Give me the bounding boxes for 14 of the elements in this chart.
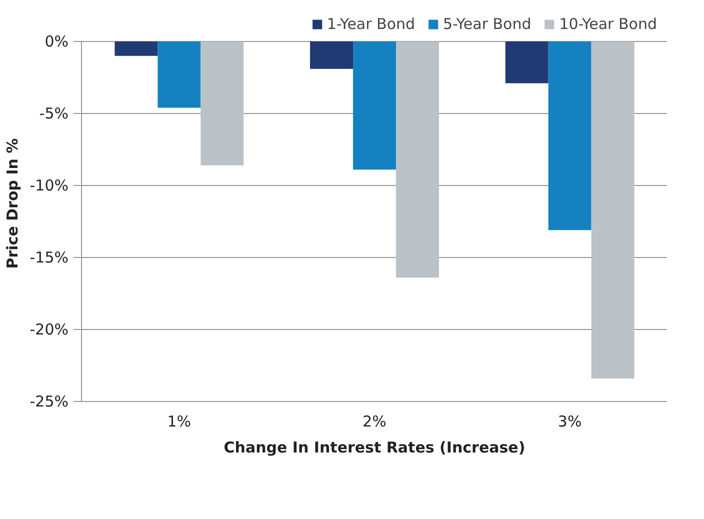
x-axis-title: Change In Interest Rates (Increase) <box>224 438 526 456</box>
y-tick-label: -5% <box>39 104 69 122</box>
y-axis-title: Price Drop In % <box>4 138 22 269</box>
x-tick-label: 2% <box>362 412 386 430</box>
y-tick-label: -25% <box>30 392 69 410</box>
legend-label: 10-Year Bond <box>559 15 657 33</box>
x-tick-label: 1% <box>167 412 192 430</box>
y-tick-label: 0% <box>44 32 68 50</box>
y-tick-label: -10% <box>30 176 69 194</box>
y-tick-label: -20% <box>30 320 69 338</box>
legend-label: 5-Year Bond <box>443 15 532 33</box>
x-tick-label: 3% <box>558 412 582 430</box>
y-tick-label: -15% <box>30 248 69 266</box>
legend-label: 1-Year Bond <box>326 15 416 33</box>
